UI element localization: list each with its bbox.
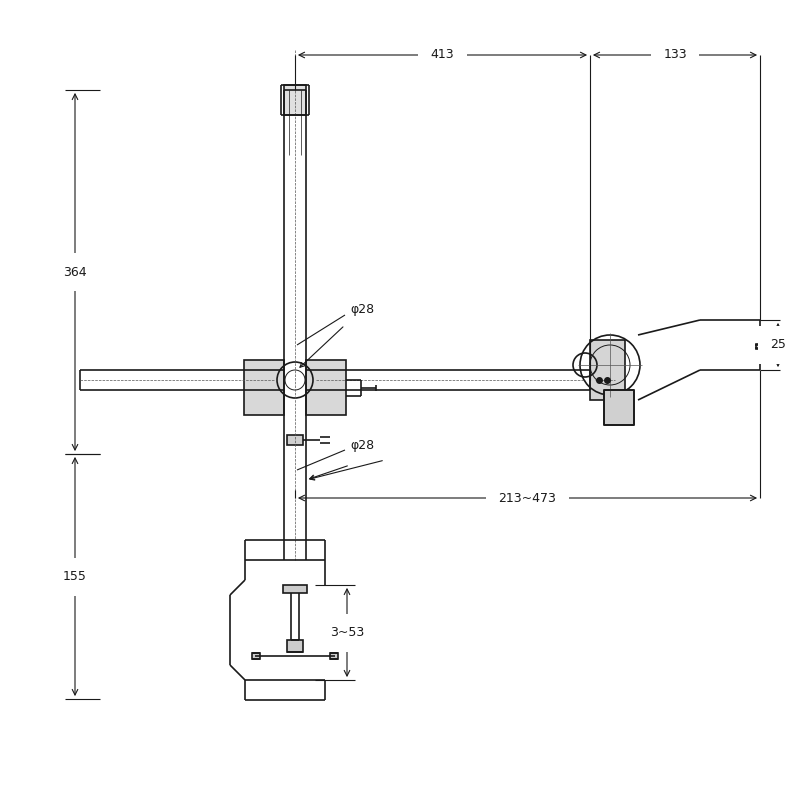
Bar [306,360,346,415]
Bar [283,585,307,593]
Bar [287,435,303,445]
Text: 25: 25 [770,338,786,351]
Text: 133: 133 [663,49,687,62]
Text: 213~473: 213~473 [498,491,557,505]
Bar [287,640,303,652]
Text: φ28: φ28 [350,438,374,451]
Text: 413: 413 [430,49,454,62]
Bar [330,653,338,659]
Text: 3~53: 3~53 [330,626,364,639]
Bar [284,85,306,115]
Bar [590,340,625,400]
Text: 155: 155 [63,570,87,583]
Bar [756,344,764,349]
Bar [244,360,284,415]
Bar [252,653,260,659]
Bar [604,390,634,425]
Text: 364: 364 [63,266,87,278]
Text: φ28: φ28 [350,303,374,317]
